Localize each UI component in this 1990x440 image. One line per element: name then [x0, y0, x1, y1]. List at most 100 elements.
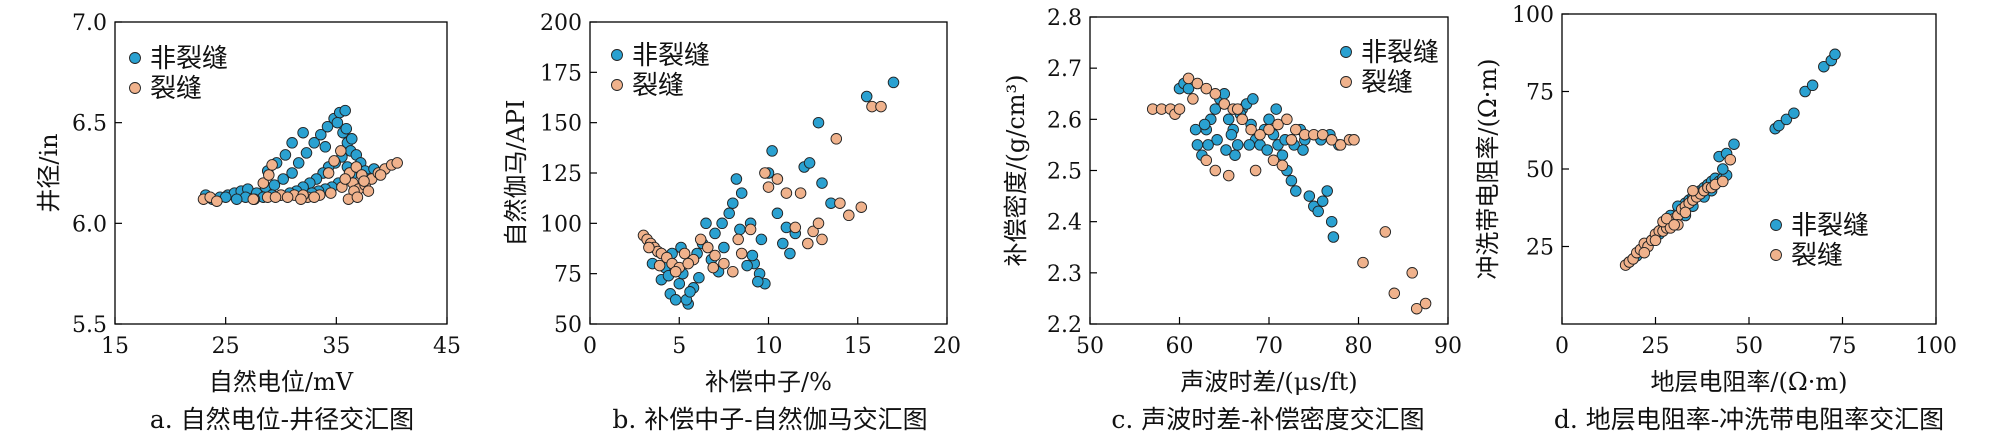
data-point — [887, 76, 900, 89]
chart-panel-2: 0 5 10 15 20 50 75 100 125 150 175 200 补偿中子/% 自然伽马/AP… — [502, 11, 961, 434]
data-point — [286, 167, 298, 179]
y-tick-label: 2.5 — [1047, 160, 1082, 185]
series-fracture — [197, 145, 403, 207]
legend-marker — [1770, 249, 1782, 261]
legend-marker — [611, 49, 623, 61]
y-tick-label: 7.0 — [72, 11, 107, 36]
data-point — [1327, 231, 1340, 243]
data-point — [812, 116, 825, 129]
y-tick-label: 125 — [540, 162, 582, 187]
data-point — [1209, 88, 1222, 100]
x-tick-label: 10 — [755, 334, 783, 359]
data-point — [802, 237, 814, 250]
data-point — [1245, 123, 1257, 136]
x-axis-label: 补偿中子/% — [705, 368, 832, 396]
data-point — [794, 187, 807, 199]
x-tick-label: 50 — [1735, 334, 1763, 359]
data-point — [351, 191, 364, 203]
data-point — [752, 275, 764, 288]
data-point — [266, 159, 278, 171]
data-point — [1209, 103, 1222, 115]
data-point — [1660, 212, 1673, 225]
data-point — [1316, 128, 1329, 141]
data-point — [843, 209, 855, 222]
plot-frame — [1561, 13, 1937, 325]
data-point — [1728, 138, 1740, 150]
data-point — [319, 141, 332, 153]
data-point — [1379, 226, 1392, 238]
x-tick-label: 0 — [583, 334, 597, 359]
y-tick-label: 75 — [1526, 81, 1554, 106]
x-axis: 0 25 50 75 100 — [1555, 317, 1957, 359]
data-point — [286, 137, 298, 149]
series-non-fracture — [646, 76, 900, 310]
data-point — [771, 207, 784, 220]
y-tick-label: 2.4 — [1047, 211, 1082, 236]
data-point — [777, 237, 789, 250]
data-point — [1406, 267, 1418, 279]
data-point — [1200, 82, 1213, 95]
data-point — [1818, 60, 1830, 73]
legend-label: 裂缝 — [1791, 241, 1843, 271]
data-point — [682, 257, 694, 270]
data-point — [653, 259, 666, 272]
data-point — [1225, 128, 1238, 141]
data-point — [374, 169, 387, 181]
data-point — [700, 217, 712, 230]
data-point — [1717, 175, 1729, 188]
data-point — [391, 157, 403, 169]
x-tick-label: 75 — [1829, 334, 1857, 359]
legend-marker — [1340, 46, 1352, 58]
series-fracture — [637, 100, 887, 278]
data-point — [730, 173, 743, 185]
data-point — [1799, 85, 1811, 98]
data-point — [718, 241, 730, 254]
data-point — [1276, 159, 1289, 172]
chart-caption: b. 补偿中子-自然伽马交汇图 — [612, 405, 927, 434]
y-axis-label: 自然伽马/API — [502, 99, 530, 246]
data-point — [812, 217, 825, 230]
legend-marker — [611, 79, 623, 91]
data-point — [723, 207, 735, 220]
x-tick-label: 70 — [1255, 334, 1283, 359]
data-point — [339, 104, 351, 117]
data-point — [669, 294, 682, 306]
data-point — [1829, 48, 1841, 61]
data-point — [362, 185, 375, 197]
data-point — [1679, 206, 1692, 219]
x-axis: 0 5 10 15 20 — [583, 317, 961, 359]
data-point — [1334, 139, 1347, 151]
data-point — [830, 133, 843, 145]
data-point — [325, 187, 337, 199]
x-tick-label: 15 — [101, 334, 129, 359]
data-point — [860, 90, 873, 103]
data-point — [1668, 219, 1680, 231]
data-point — [269, 191, 282, 203]
legend-label: 非裂缝 — [150, 44, 228, 74]
data-point — [1211, 134, 1223, 146]
y-tick-label: 25 — [1526, 236, 1554, 261]
y-tick-label: 200 — [540, 11, 582, 36]
y-axis-label: 井径/in — [35, 133, 63, 212]
data-point — [709, 227, 721, 240]
chart-panel-3: 50 60 70 80 90 2.2 2.3 2.4 2.5 2.6 2.7 2.8 声波时差/(μs/… — [1002, 6, 1462, 434]
data-point — [1325, 215, 1338, 228]
data-point — [734, 223, 746, 236]
data-point — [1325, 134, 1338, 146]
legend-marker — [1770, 219, 1782, 231]
data-point — [1312, 205, 1324, 218]
data-point — [328, 155, 340, 167]
data-point — [281, 191, 294, 203]
chart-panel-1: 15 25 35 45 5.5 6.0 6.5 7.0 自然电位/mV 井径/in a. 自然电位-… — [35, 11, 461, 434]
data-point — [807, 225, 819, 238]
data-point — [1780, 113, 1793, 126]
x-tick-label: 25 — [1642, 334, 1670, 359]
x-axis-label: 自然电位/mV — [209, 368, 354, 396]
data-point — [350, 161, 363, 173]
data-point — [1806, 79, 1819, 92]
data-point — [211, 195, 223, 207]
y-tick-label: 2.3 — [1047, 262, 1082, 287]
series-fracture — [1619, 153, 1737, 271]
